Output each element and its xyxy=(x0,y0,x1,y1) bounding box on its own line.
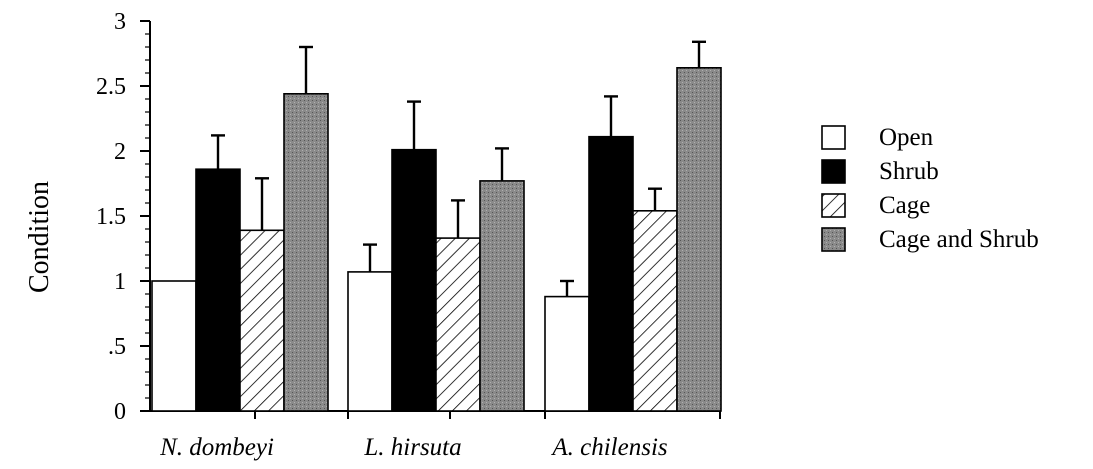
y-tick-label: 2 xyxy=(114,139,126,165)
category-labels: N. dombeyi L. hirsuta A. chilensis xyxy=(159,434,668,461)
bar-gray-1 xyxy=(479,180,525,412)
legend-label: Open xyxy=(879,124,934,151)
category-label: L. hirsuta xyxy=(363,434,461,461)
y-tick-label: 3 xyxy=(114,9,126,35)
category-label: N. dombeyi xyxy=(159,434,274,461)
bar-hatch-1 xyxy=(435,237,481,412)
bar-open-0 xyxy=(151,280,197,412)
legend: Open Shrub Cage Cage and Shrub xyxy=(821,124,1039,253)
bar-solid-2 xyxy=(588,135,634,412)
category-label: A. chilensis xyxy=(550,434,667,461)
legend-swatch xyxy=(821,159,846,184)
bars xyxy=(151,40,722,412)
y-tick-label: .5 xyxy=(108,334,126,360)
bar-gray-0 xyxy=(283,93,329,412)
legend-label: Shrub xyxy=(879,158,939,185)
legend-label: Cage and Shrub xyxy=(879,226,1039,253)
bar-solid-1 xyxy=(391,148,437,412)
bar-hatch-2 xyxy=(632,210,678,412)
y-axis-title: Condition xyxy=(24,181,55,293)
y-tick-label: 2.5 xyxy=(96,74,126,100)
legend-swatch xyxy=(821,125,846,150)
legend-swatch xyxy=(821,227,846,252)
bar-gray-2 xyxy=(676,67,722,412)
bar-hatch-0 xyxy=(239,229,285,412)
bar-solid-0 xyxy=(195,168,241,412)
bar-open-2 xyxy=(544,295,590,412)
y-tick-label: 1 xyxy=(114,269,126,295)
legend-label: Cage xyxy=(879,192,930,219)
y-tick-label: 1.5 xyxy=(96,204,126,230)
y-tick-label: 0 xyxy=(114,399,126,425)
legend-swatch xyxy=(821,193,846,218)
bar-open-1 xyxy=(347,271,393,412)
